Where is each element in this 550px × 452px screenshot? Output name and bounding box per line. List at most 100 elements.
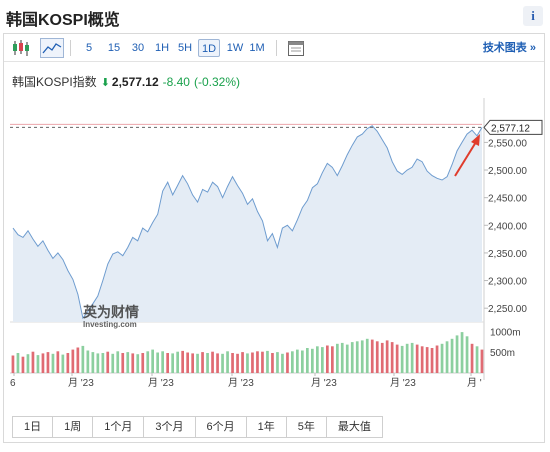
interval-30[interactable]: 30 (131, 42, 145, 54)
volume-bar (156, 352, 159, 373)
calendar-icon[interactable] (286, 38, 306, 58)
overview-header: 韩国KOSPI概览 i (0, 0, 550, 30)
interval-1w[interactable]: 1W (226, 42, 244, 54)
price-chart[interactable]: 2,550.00 2,500.00 2,450.00 2,400.00 2,350.00… (0, 90, 550, 390)
y-tick-label: 2,400.00 (488, 221, 527, 232)
volume-bar (26, 354, 30, 373)
volume-bar (326, 345, 329, 373)
range-max[interactable]: 最大值 (325, 416, 383, 438)
interval-5h[interactable]: 5H (177, 42, 193, 54)
volume-bar (365, 338, 369, 373)
volume-bar (375, 341, 379, 373)
interval-15[interactable]: 15 (107, 42, 121, 54)
volume-bar (350, 342, 354, 373)
annotation-arrow-icon (454, 134, 480, 177)
volume-tick-label: 1000m (490, 327, 521, 338)
volume-bar (480, 349, 484, 373)
volume-bar (151, 349, 154, 373)
area-chart-icon[interactable] (40, 38, 64, 58)
time-range-selector: 1日 1周 1个月 3个月 6个月 1年 5年 最大值 (12, 416, 383, 438)
volume-bar (445, 341, 449, 373)
range-1m[interactable]: 1个月 (92, 416, 144, 438)
volume-tick-label: 500m (490, 348, 515, 359)
range-6m[interactable]: 6个月 (194, 416, 246, 438)
volume-bar (455, 335, 459, 373)
interval-1m[interactable]: 1M (249, 42, 265, 54)
volume-bar (390, 342, 394, 373)
range-1y[interactable]: 1年 (245, 416, 286, 438)
chart-frame (3, 33, 545, 443)
volume-bar (146, 351, 150, 373)
volume-bar (395, 344, 399, 373)
price-change: -8.40 (162, 75, 190, 89)
y-tick-label: 2,450.00 (488, 194, 527, 205)
volume-bar (16, 353, 20, 373)
volume-bar (36, 355, 40, 373)
volume-bar (465, 336, 469, 373)
watermark-brand: 英为财情 (82, 304, 139, 320)
y-tick-label: 2,550.00 (488, 138, 527, 149)
volume-bar (345, 344, 349, 373)
volume-bar (171, 353, 174, 373)
info-button[interactable]: i (523, 6, 543, 26)
volume-bar (41, 353, 45, 373)
volume-bar (316, 346, 319, 373)
volume-bar (226, 351, 229, 373)
range-1w[interactable]: 1周 (52, 416, 93, 438)
volume-bar (311, 348, 314, 373)
volume-bar (111, 353, 115, 373)
interval-1h[interactable]: 1H (154, 42, 170, 54)
volume-bar (91, 352, 95, 373)
last-price: 2,577.12 (111, 75, 159, 89)
volume-bar (131, 353, 135, 373)
annotation-arrow-head (471, 134, 480, 146)
volume-bar (261, 351, 264, 373)
volume-bar (201, 352, 204, 373)
watermark: 英为财情 Investing.com (82, 304, 139, 329)
interval-1d[interactable]: 1D (198, 39, 220, 57)
x-tick-label: 月 '23 (311, 377, 337, 389)
volume-bar (306, 348, 309, 373)
index-name: 韩国KOSPI指数 (12, 75, 97, 89)
volume-bar (430, 348, 434, 373)
volume-bar (56, 351, 60, 373)
volume-bar (321, 347, 324, 373)
range-3m[interactable]: 3个月 (143, 416, 195, 438)
volume-bar (191, 353, 194, 373)
volume-bar (196, 353, 199, 373)
volume-bar (51, 353, 55, 373)
chart-toolbar: 5 15 30 1H 5H 1D 1W 1M 技术图表 » (4, 34, 544, 62)
volume-bar (336, 343, 339, 373)
volume-bar (76, 347, 80, 373)
volume-bar (340, 342, 344, 373)
technical-chart-link[interactable]: 技术图表 » (482, 42, 536, 54)
toolbar-divider (70, 40, 71, 56)
range-5y[interactable]: 5年 (285, 416, 326, 438)
y-tick-label: 2,300.00 (488, 277, 527, 288)
volume-bar (450, 338, 454, 373)
range-1d[interactable]: 1日 (12, 416, 53, 438)
volume-bar (256, 351, 259, 373)
volume-bar (331, 346, 334, 373)
interval-5[interactable]: 5 (85, 42, 93, 54)
volume-bar (266, 350, 269, 373)
volume-bar (415, 344, 419, 373)
x-tick-label: 月 '23 (228, 377, 254, 389)
page-title: 韩国KOSPI概览 (6, 12, 120, 29)
volume-bar (291, 351, 294, 373)
volume-bar (405, 343, 409, 373)
volume-bar (236, 353, 239, 373)
y-tick-label: 2,500.00 (488, 166, 527, 177)
volume-bar (440, 343, 444, 373)
volume-bar (360, 340, 364, 373)
down-arrow-icon: ⬇ (100, 77, 110, 89)
volume-bar (276, 352, 279, 373)
price-change-percent: (-0.32%) (193, 75, 240, 89)
candlestick-chart-icon[interactable] (10, 38, 32, 58)
volume-bar (61, 354, 65, 373)
volume-bar (246, 353, 249, 373)
volume-bar (11, 355, 15, 373)
volume-bar (186, 352, 189, 373)
last-price-tag-box (483, 119, 543, 135)
watermark-site: Investing.com (83, 320, 137, 329)
